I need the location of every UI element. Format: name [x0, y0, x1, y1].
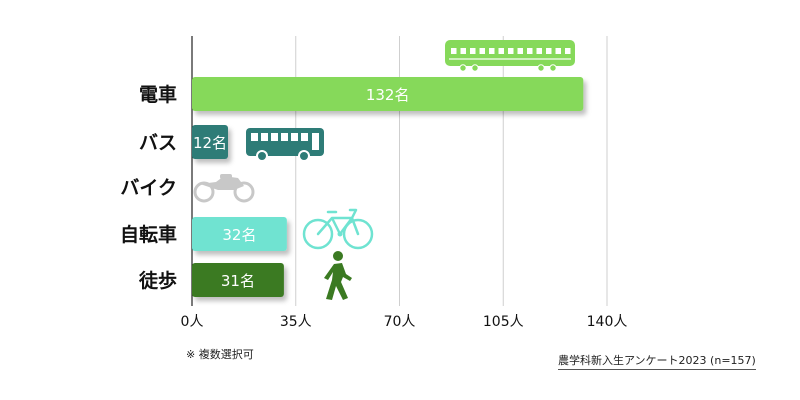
train-icon	[445, 40, 575, 72]
bar-value-label: 12名	[193, 134, 227, 152]
category-label: バイク	[120, 177, 177, 199]
category-label: 電車	[139, 83, 177, 106]
x-tick-label: 35人	[280, 314, 312, 330]
x-tick-label: 70人	[384, 314, 416, 330]
bicycle-icon	[302, 208, 374, 250]
source-note: 農学科新入生アンケート2023 (n=157)	[558, 352, 756, 370]
bar-value-label: 132名	[366, 86, 410, 104]
bars: 132名 12名 32名 31名	[192, 77, 584, 297]
category-label: 徒歩	[138, 269, 177, 292]
bar-value-label: 31名	[221, 272, 255, 290]
bar-value-label: 32名	[222, 226, 256, 244]
category-label: 自転車	[120, 223, 177, 246]
x-tick-label: 105人	[483, 314, 524, 330]
bar	[192, 217, 287, 251]
x-axis-ticks: 0人 35人 70人 105人 140人	[181, 314, 628, 330]
category-icons	[193, 40, 575, 300]
walking-person-icon	[324, 251, 352, 300]
x-tick-label: 0人	[181, 314, 204, 330]
bar	[192, 125, 228, 159]
motorcycle-icon	[193, 174, 255, 203]
bar	[192, 77, 584, 111]
x-tick-label: 140人	[587, 314, 628, 330]
bar	[192, 263, 284, 297]
footnote: ※ 複数選択可	[186, 348, 254, 361]
category-label: バス	[139, 132, 177, 154]
bus-icon	[246, 128, 324, 162]
